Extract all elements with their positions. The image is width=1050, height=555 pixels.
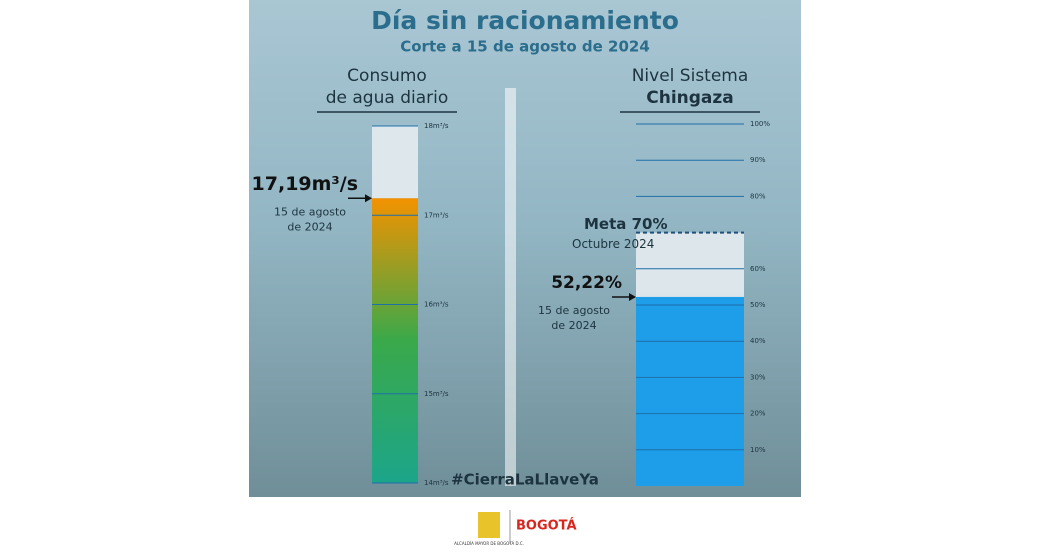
value-annotation: 15 de agosto [538,304,610,317]
chart-title: Nivel Sistema [632,66,749,86]
y-tick-label: 100% [750,120,770,128]
y-tick-label: 80% [750,192,766,200]
logo-shield [478,512,500,538]
subtitle: Corte a 15 de agosto de 2024 [400,38,650,56]
y-tick-label: 10% [750,446,766,454]
y-tick-label: 17m³/s [424,211,449,219]
arrow-head [365,194,372,203]
y-tick-label: 16m³/s [424,301,449,309]
y-tick-label: 30% [750,373,766,381]
value-annotation: de 2024 [551,319,596,332]
y-tick-label: 18m³/s [424,122,449,130]
value-label: 52,22% [551,273,622,293]
y-tick-label: 50% [750,301,766,309]
y-tick-label: 60% [750,265,766,273]
gauge-fill [372,198,418,484]
target-label: Meta 70% [584,215,668,233]
y-tick-label: 90% [750,156,766,164]
y-tick-label: 20% [750,410,766,418]
gauge-fill [636,296,744,486]
target-note: Octubre 2024 [572,237,654,251]
value-annotation: 15 de agosto [274,205,346,218]
y-tick-label: 40% [750,337,766,345]
y-tick-label: 14m³/s [424,479,449,487]
gauge-empty [372,126,418,199]
chart-title: Consumo [347,66,427,86]
arrow-head [629,292,636,301]
value-label: 17,19m³/s [252,173,358,195]
value-annotation: de 2024 [287,220,332,233]
chart-title: Chingaza [646,88,734,108]
divider [505,88,516,486]
y-tick-label: 15m³/s [424,390,449,398]
gauge-empty [636,232,744,297]
chart-title: de agua diario [326,88,449,108]
title: Día sin racionamiento [371,6,679,35]
logo-right: BOGOTÁ [516,518,577,534]
hashtag: #CierraLaLlaveYa [451,471,599,489]
logo-left: ALCALDÍA MAYOR DE BOGOTÁ D.C. [454,541,524,546]
